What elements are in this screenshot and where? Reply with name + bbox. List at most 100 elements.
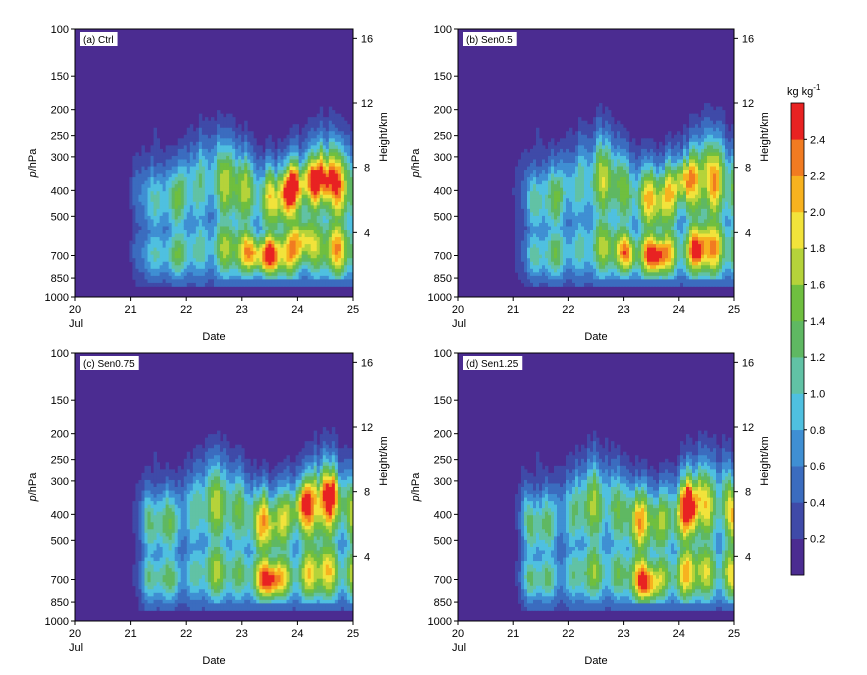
heatmap-cell [310,177,315,182]
heatmap-cell [542,244,546,249]
heatmap-cell [268,219,272,224]
heatmap-cell [138,265,142,270]
heatmap-cell [581,265,585,270]
heatmap-cell [298,240,303,245]
heatmap-cell [331,138,336,143]
heatmap-cell [349,138,353,143]
heatmap-cell [144,215,148,220]
heatmap-cell [584,198,588,203]
heatmap-cell [602,145,606,150]
heatmap-cell [605,226,609,231]
heatmap-cell [313,117,318,122]
heatmap-cell [141,145,145,150]
heatmap-cell [325,244,330,249]
heatmap-cell [286,170,290,174]
heatmap-cell [614,134,618,139]
heatmap-cell [569,194,573,199]
heatmap-cell [153,237,157,241]
heatmap-cell [223,244,227,249]
heatmap-cell [325,251,330,256]
heatmap-cell [141,265,145,270]
heatmap-cell [521,261,525,266]
heatmap-cell [301,180,306,185]
heatmap-cell [554,275,558,280]
heatmap-cell [247,247,251,252]
heatmap-cell [608,201,612,206]
heatmap-cell [575,177,579,182]
heatmap-cell [280,155,284,160]
heatmap-cell [192,166,197,171]
heatmap-cell [593,268,597,273]
heatmap-cell [536,163,540,167]
heatmap-cell [521,237,525,241]
heatmap-cell [244,184,248,189]
heatmap-cell [626,205,630,210]
heatmap-cell [620,212,624,217]
heatmap-cell [183,187,188,192]
heatmap-cell [259,219,263,224]
heatmap-cell [605,159,609,164]
heatmap-cell [156,180,161,185]
heatmap-cell [614,251,618,256]
heatmap-cell [153,152,157,157]
heatmap-cell [289,145,293,150]
heatmap-cell [223,184,227,189]
heatmap-cell [220,215,224,220]
heatmap-cell [569,254,573,259]
heatmap-cell [536,205,540,210]
heatmap-cell [554,205,558,210]
heatmap-cell [223,226,227,231]
heatmap-cell [554,282,558,287]
heatmap-cell [132,254,136,259]
heatmap-cell [578,159,582,164]
heatmap-cell [192,148,197,153]
heatmap-cell [229,222,233,227]
heatmap-cell [578,138,582,143]
heatmap-cell [232,233,236,238]
heatmap-cell [515,184,519,189]
heatmap-cell [207,173,212,178]
heatmap-cell [536,215,540,220]
heatmap-cell [316,166,321,171]
heatmap-cell [536,141,540,146]
heatmap-cell [156,155,161,160]
heatmap-cell [238,191,242,196]
heatmap-cell [192,145,197,150]
heatmap-cell [180,198,185,203]
heatmap-cell [328,184,333,189]
heatmap-cell [204,208,209,213]
heatmap-cell [593,127,597,132]
heatmap-cell [220,258,224,263]
heatmap-cell [557,194,561,199]
heatmap-cell [250,170,254,174]
heatmap-cell [180,279,185,284]
heatmap-cell [165,244,170,249]
heatmap-cell [153,148,157,153]
heatmap-cell [220,233,224,238]
heatmap-cell [569,258,573,263]
heatmap-cell [195,127,200,132]
heatmap-cell [138,254,142,259]
heatmap-cell [575,141,579,146]
heatmap-cell [165,272,170,277]
heatmap-cell [232,124,236,129]
heatmap-cell [611,152,615,157]
heatmap-cell [599,215,603,220]
heatmap-cell [168,237,173,241]
heatmap-cell [596,106,600,111]
heatmap-cell [198,233,203,238]
heatmap-cell [557,205,561,210]
heatmap-cell [569,279,573,284]
y-tick-label: 150 [51,71,69,83]
heatmap-cell [247,219,251,224]
heatmap-cell [572,198,576,203]
heatmap-cell [132,230,136,234]
heatmap-cell [180,166,185,171]
heatmap-cell [265,205,269,210]
heatmap-cell [334,127,339,132]
heatmap-cell [247,226,251,231]
heatmap-cell [569,166,573,171]
heatmap-cell [207,159,212,164]
heatmap-cell [515,215,519,220]
heatmap-cell [554,222,558,227]
